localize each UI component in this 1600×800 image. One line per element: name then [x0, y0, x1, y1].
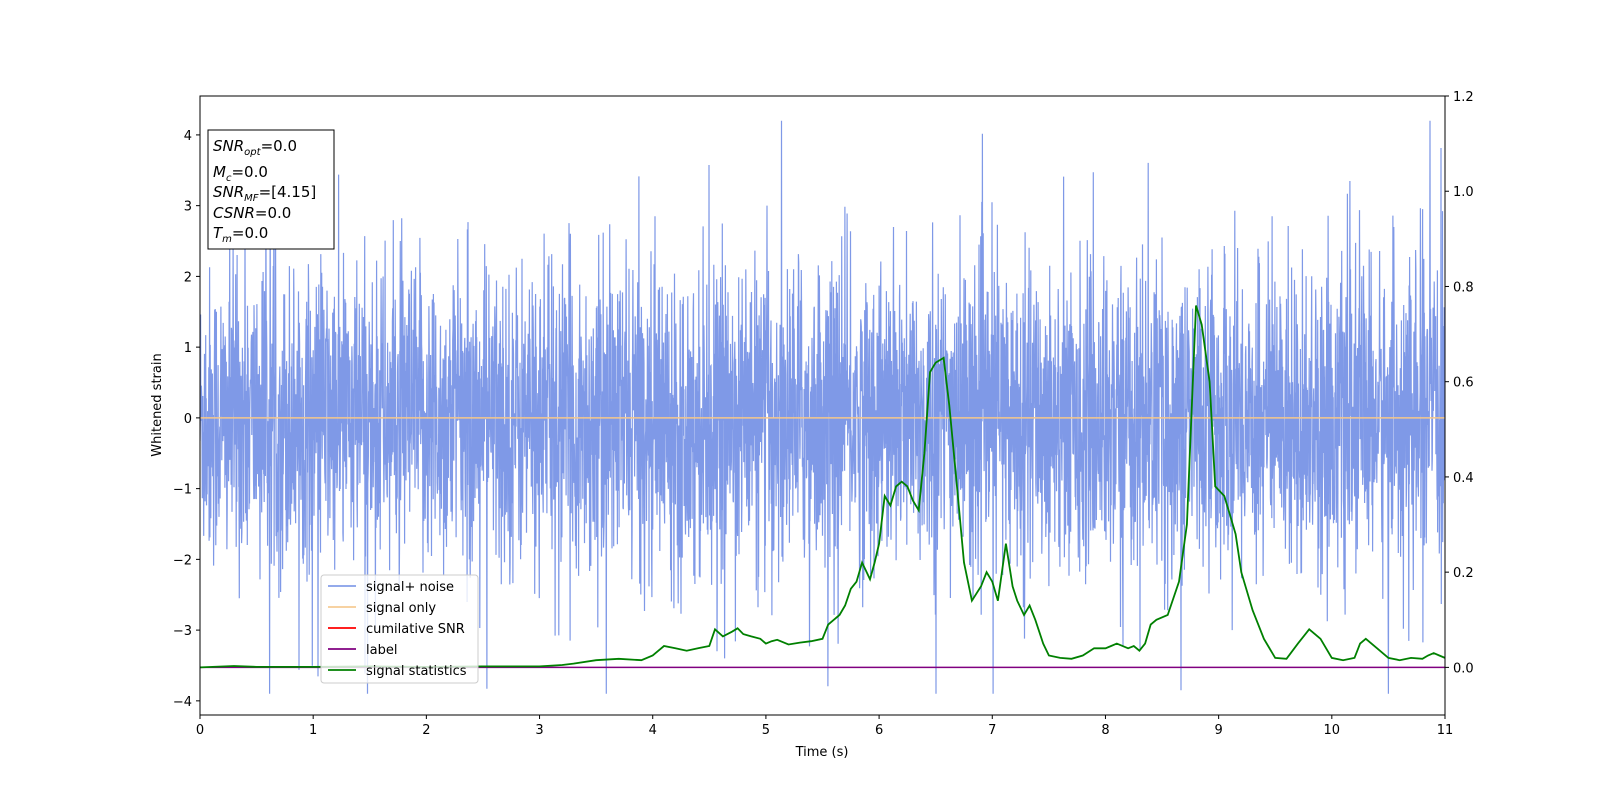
info-line: CSNR=0.0: [213, 204, 291, 222]
x-axis-label: Time (s): [795, 745, 849, 760]
y2-tick-label: 0.6: [1453, 376, 1474, 391]
x-tick-label: 2: [422, 723, 430, 738]
legend-label: signal+ noise: [366, 580, 454, 595]
signal-statistics-series: [200, 305, 1445, 669]
info-line: Mc=0.0: [213, 163, 268, 184]
y-axis-label: Whitened strain: [150, 353, 165, 456]
plot-frame: [199, 95, 1446, 716]
legend: signal+ noise signal only cumilative SNR la…: [320, 574, 479, 684]
legend-label: signal only: [366, 601, 436, 616]
info-line: SNRopt=0.0: [213, 137, 297, 158]
y-tick-label: 2: [184, 270, 192, 285]
y-tick-label: −4: [173, 695, 192, 710]
x-tick-label: 1: [309, 723, 317, 738]
y2-tick-label: 0.4: [1453, 471, 1474, 486]
info-box-frame: [207, 129, 335, 250]
y-tick-label: −1: [173, 483, 192, 498]
info-line: Tm=0.0: [213, 224, 268, 245]
x-tick-label: 4: [649, 723, 657, 738]
x-tick-label: 0: [196, 723, 204, 738]
x-tick-label: 8: [1101, 723, 1109, 738]
x-tick-label: 7: [988, 723, 996, 738]
x-tick-label: 10: [1324, 723, 1341, 738]
y2-tick-label: 1.2: [1453, 90, 1474, 105]
y-axis-right: 0.0 0.2 0.4 0.6 0.8 1.0 1.2: [1445, 90, 1474, 676]
y2-tick-label: 0.2: [1453, 566, 1474, 581]
y-axis-left: −4 −3 −2 −1 0 1 2 3 4: [173, 129, 200, 710]
legend-label: signal statistics: [366, 664, 467, 679]
signal-statistics-line: [200, 305, 1445, 669]
y-tick-label: 0: [184, 412, 192, 427]
y2-tick-label: 0.8: [1453, 280, 1474, 295]
x-tick-label: 9: [1214, 723, 1222, 738]
y-tick-label: 1: [184, 341, 192, 356]
y-tick-label: 3: [184, 200, 192, 215]
signal-noise-series: [200, 120, 1445, 694]
x-tick-label: 3: [535, 723, 543, 738]
y-tick-label: −2: [173, 553, 192, 568]
legend-label: cumilative SNR: [366, 622, 465, 637]
legend-frame: [320, 574, 479, 684]
y-tick-label: −3: [173, 624, 192, 639]
legend-label: label: [366, 643, 397, 658]
info-line: SNRMF=[4.15]: [213, 183, 316, 204]
x-tick-label: 6: [875, 723, 883, 738]
x-tick-label: 5: [762, 723, 770, 738]
x-axis: 0 1 2 3 4 5 6 7 8 9 10 11: [196, 715, 1453, 738]
y-tick-label: 4: [184, 129, 192, 144]
signal-noise-line: [200, 120, 1445, 694]
y2-tick-label: 1.0: [1453, 185, 1474, 200]
x-tick-label: 11: [1437, 723, 1454, 738]
y2-tick-label: 0.0: [1453, 661, 1474, 676]
